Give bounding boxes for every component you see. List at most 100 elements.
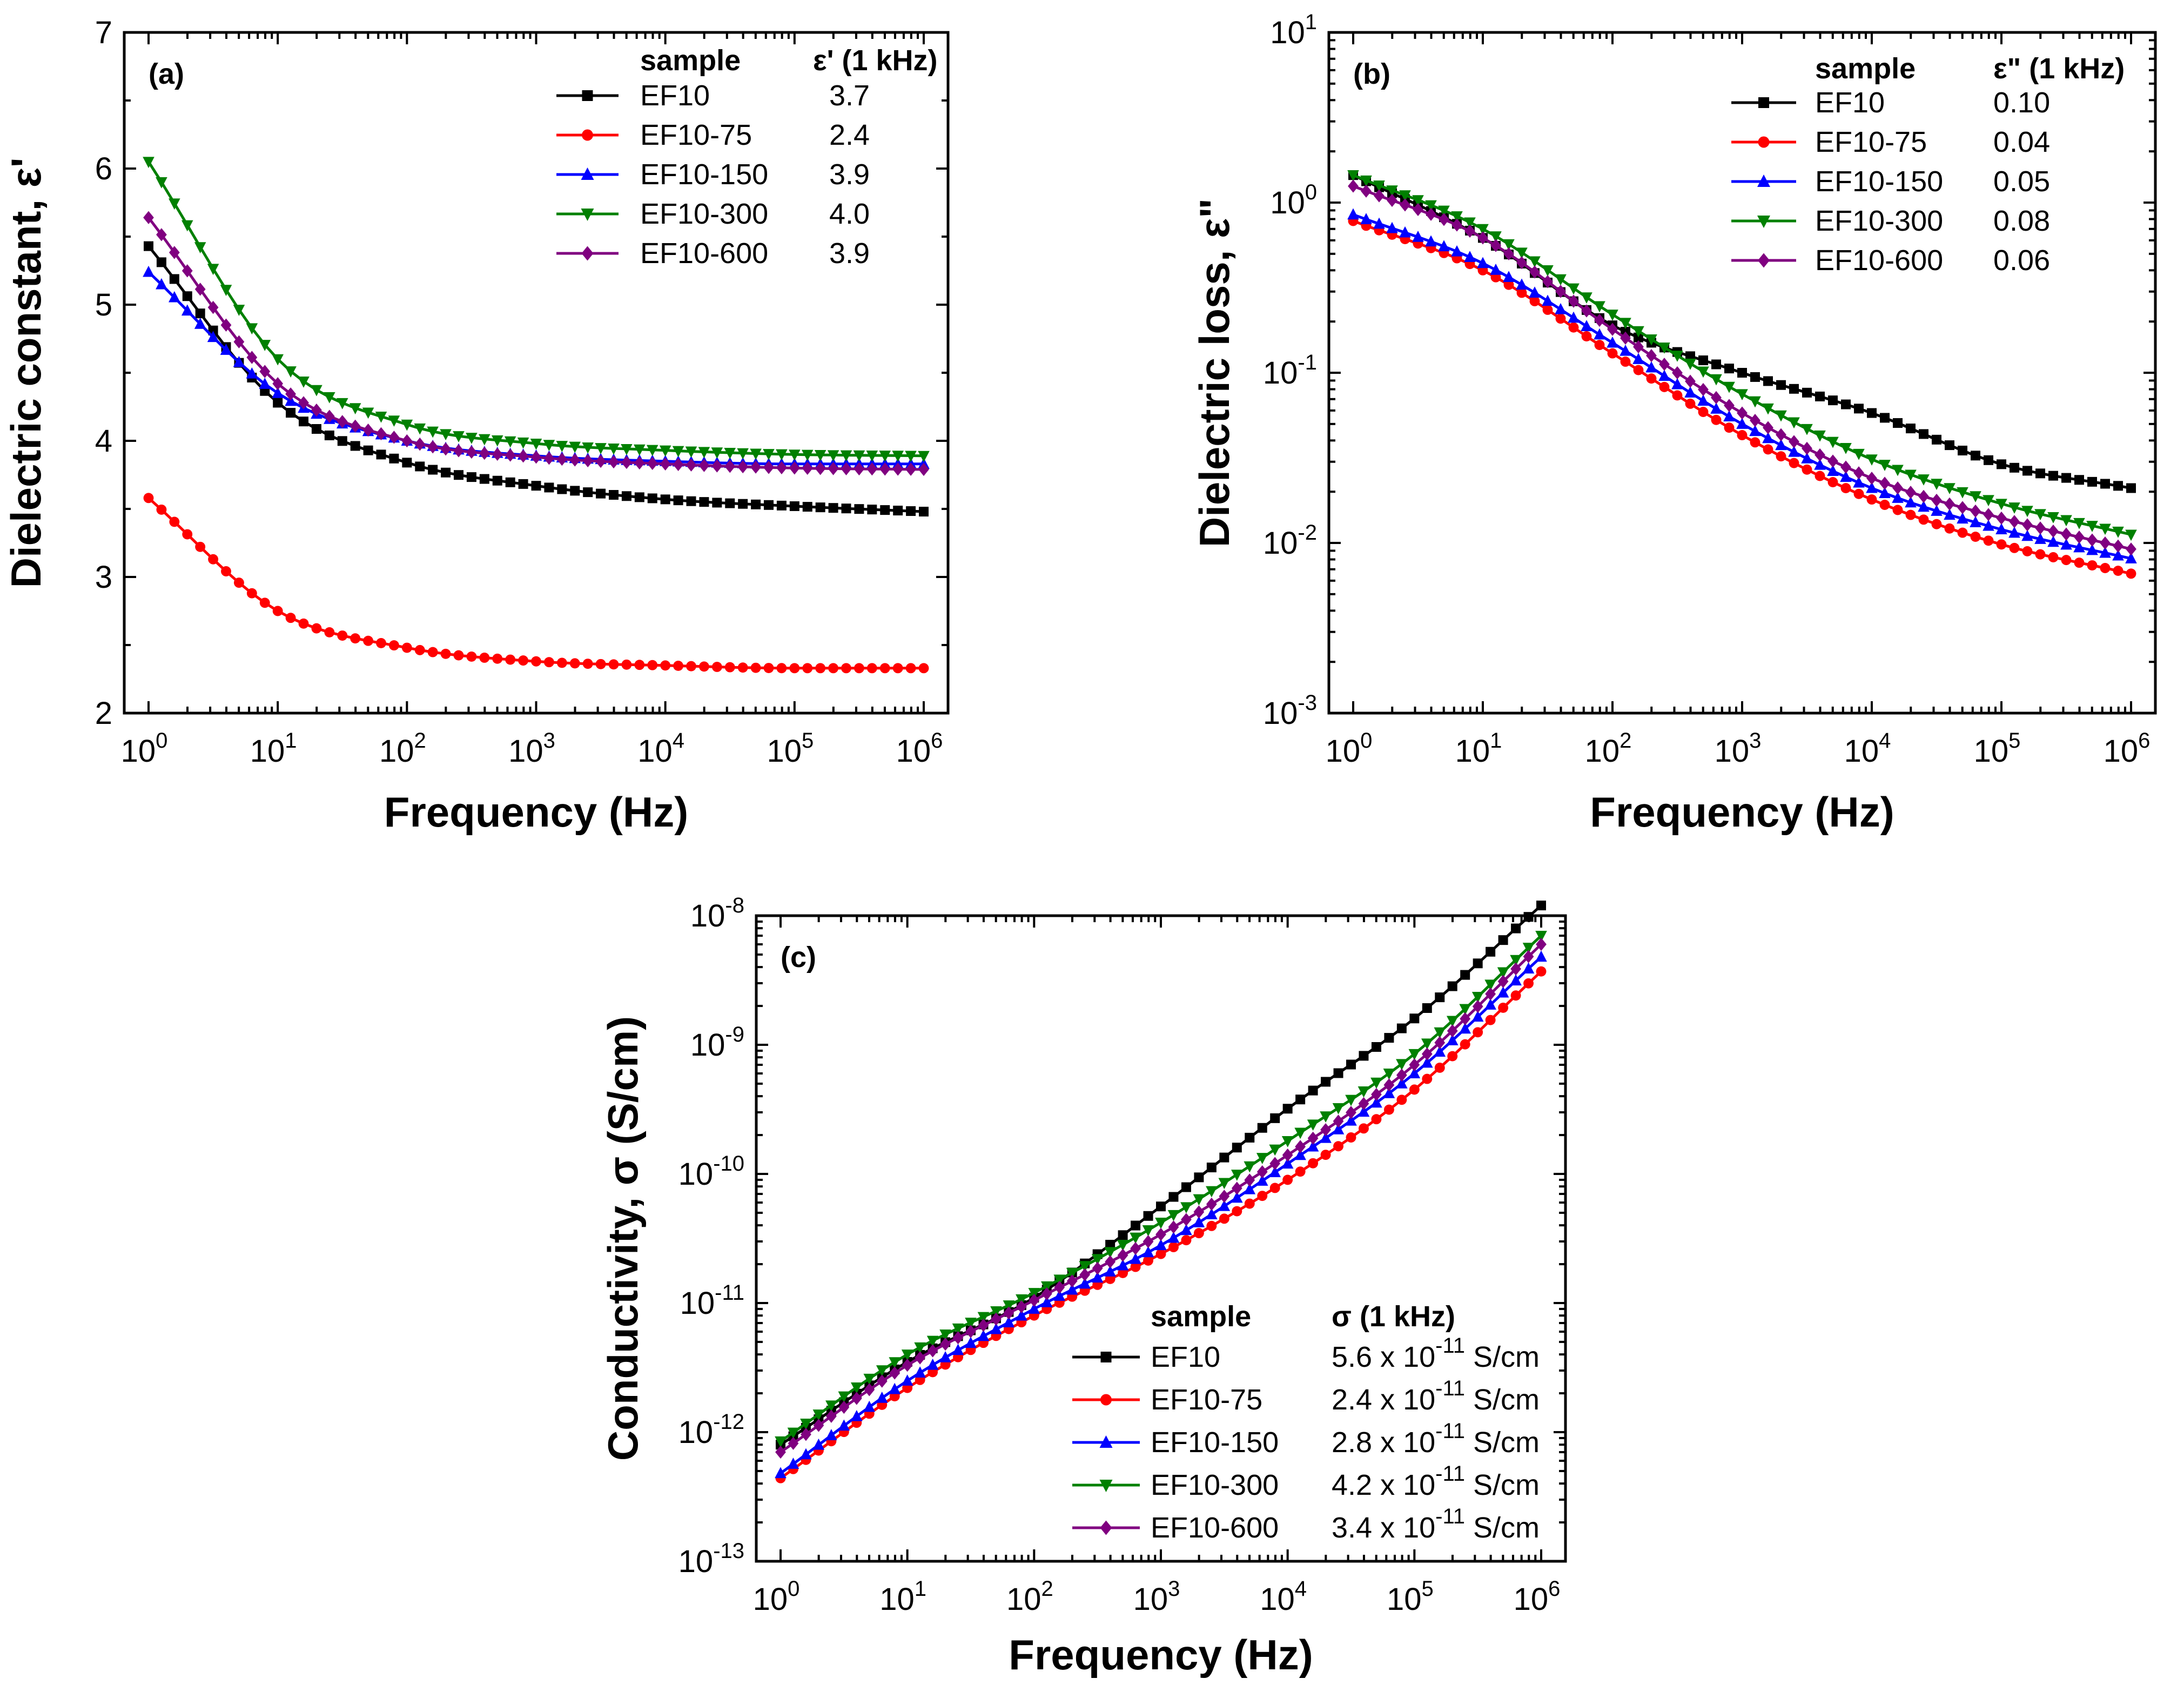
x-axis-title: Frequency (Hz) [1009, 1631, 1313, 1678]
legend: sample ε" (1 kHz) EF10 0.10 EF10-75 0.04 EF10-… [1731, 52, 2125, 277]
x-axis-title: Frequency (Hz) [1590, 788, 1894, 836]
data-marker [802, 663, 813, 674]
data-marker [1510, 962, 1521, 976]
data-marker [1438, 205, 1450, 217]
data-marker [1422, 1003, 1432, 1013]
data-marker [1788, 417, 1800, 429]
x-tick-label: 100 [1326, 729, 1373, 769]
y-axis-title: Conductivity, σ (S/cm) [599, 1016, 647, 1461]
y-tick-label: 10-2 [1263, 521, 1317, 561]
data-marker [1958, 445, 1967, 455]
data-marker [815, 663, 826, 674]
data-marker [505, 477, 515, 487]
data-marker [1130, 1241, 1141, 1255]
data-marker [1425, 200, 1437, 212]
data-marker [1117, 1240, 1129, 1251]
data-marker [375, 411, 387, 423]
data-marker [376, 449, 386, 460]
data-marker [1555, 274, 1567, 286]
data-marker [1413, 203, 1423, 217]
data-marker [841, 462, 852, 475]
data-marker [889, 1382, 901, 1394]
data-marker [1672, 390, 1683, 401]
data-marker [1542, 305, 1553, 315]
data-marker [156, 228, 167, 241]
data-marker [990, 1322, 1002, 1334]
data-marker [775, 1436, 787, 1448]
legend-marker [1758, 97, 1769, 108]
data-marker [863, 1400, 876, 1412]
data-marker [1333, 1068, 1343, 1078]
legend-header-sample: sample [1151, 1300, 1251, 1333]
data-marker [724, 662, 735, 673]
data-marker [2060, 515, 2072, 527]
x-axis-title: Frequency (Hz) [384, 788, 688, 836]
y-tick-label: 2 [95, 696, 112, 731]
legend-value: 0.04 [1993, 126, 2050, 158]
data-marker [1490, 264, 1502, 275]
x-tick-label: 101 [879, 1577, 926, 1617]
data-marker [2034, 509, 2046, 521]
data-marker [1219, 1190, 1230, 1203]
data-marker [763, 663, 774, 673]
data-marker [169, 291, 180, 303]
data-marker [1775, 439, 1787, 451]
data-marker [1396, 1095, 1407, 1105]
data-marker [1840, 483, 1851, 494]
data-marker [1671, 378, 1683, 390]
series-line [147, 161, 924, 458]
data-marker [1485, 987, 1496, 1001]
legend-marker [1757, 174, 1770, 187]
data-marker [298, 396, 309, 409]
data-marker [621, 491, 631, 501]
series-ef10-600 [143, 211, 929, 476]
data-marker [1167, 1231, 1180, 1243]
data-marker [889, 1366, 901, 1380]
data-marker [1879, 476, 1890, 490]
legend-value: 3.9 [829, 237, 870, 270]
data-marker [1685, 398, 1696, 409]
y-axis-title: Dielectric constant, ε' [2, 158, 50, 588]
data-marker [2126, 568, 2136, 579]
data-marker [1498, 935, 1508, 945]
data-marker [2035, 468, 2045, 479]
data-marker [813, 1419, 824, 1432]
data-marker [1983, 495, 1994, 507]
data-marker [1346, 1059, 1356, 1070]
legend-value: 3.7 [829, 79, 870, 112]
data-marker [350, 441, 360, 451]
data-marker [800, 1448, 812, 1460]
data-marker [1117, 1259, 1129, 1271]
legend-marker [1099, 1480, 1113, 1492]
data-marker [919, 507, 929, 517]
data-marker [647, 660, 658, 670]
data-marker [1724, 364, 1734, 374]
data-marker [2074, 475, 2084, 485]
data-marker [1828, 395, 1838, 406]
data-marker [1269, 1166, 1281, 1177]
data-marker [2009, 542, 2020, 553]
data-marker [673, 495, 683, 506]
data-marker [530, 451, 542, 464]
data-marker [414, 644, 425, 655]
x-tick-label: 106 [1514, 1577, 1561, 1617]
data-marker [1503, 279, 1514, 290]
data-marker [1633, 365, 1644, 375]
data-marker [1016, 1300, 1027, 1313]
data-marker [789, 449, 801, 461]
data-marker [1827, 477, 1838, 487]
data-marker [1503, 271, 1515, 283]
data-marker [1581, 292, 1592, 304]
data-marker [867, 505, 877, 515]
legend-label: EF10-600 [1151, 1512, 1279, 1544]
data-marker [1853, 476, 1865, 488]
data-marker [1399, 226, 1411, 238]
data-marker [1497, 986, 1509, 998]
data-marker [712, 498, 722, 508]
data-marker [1892, 481, 1903, 495]
data-marker [1801, 424, 1813, 435]
data-marker [1206, 1220, 1217, 1231]
data-marker [582, 442, 594, 454]
data-marker [2047, 535, 2059, 547]
data-marker [1995, 523, 2007, 535]
